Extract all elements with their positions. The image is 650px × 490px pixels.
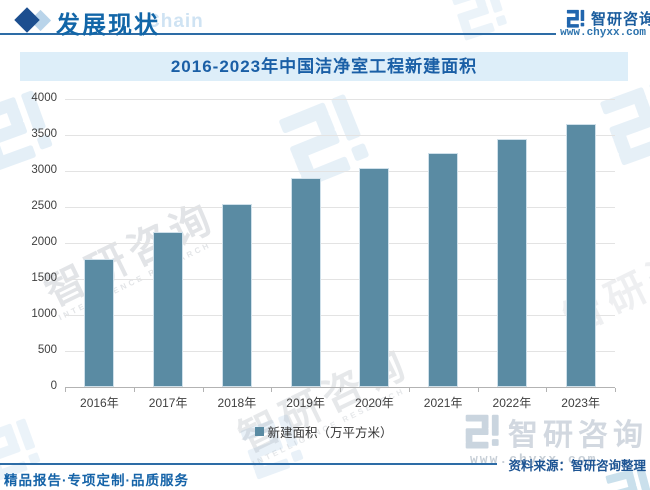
x-axis-tick (202, 388, 204, 392)
x-axis-tick (65, 388, 66, 392)
y-tick-label: 0 (50, 380, 57, 392)
brand-logo-icon (566, 9, 586, 29)
header-divider (0, 33, 556, 35)
x-axis-tick (340, 388, 341, 392)
y-tick-label: 3000 (31, 164, 57, 176)
bar (428, 153, 459, 387)
y-tick-label: 1000 (31, 308, 57, 320)
y-tick-label: 4000 (31, 92, 57, 104)
x-tick-label: 2020年 (355, 396, 394, 410)
y-tick-label: 1500 (31, 272, 57, 284)
x-axis-tick (477, 388, 479, 392)
y-tick-label: 500 (37, 344, 57, 356)
x-tick-label: 2023年 (561, 396, 600, 410)
bar (565, 124, 596, 387)
brand-lockup: 智研咨询 (566, 8, 650, 29)
x-tick-label: 2019年 (286, 396, 325, 410)
gridline (65, 207, 615, 208)
brand-watermark-icon (448, 0, 514, 45)
bar (221, 204, 252, 387)
bar-chart-plot-area: 0 500 1000 1500 2000 2500 3000 3500 4000 2016年 201… (31, 92, 616, 410)
x-axis-tick (408, 388, 410, 392)
y-tick-label: 2000 (31, 236, 57, 248)
x-tick-label: 2021年 (423, 396, 463, 410)
footer-tagline: 精品报告·专项定制·品质服务 (4, 473, 189, 488)
section-title: 发展现状 (56, 12, 160, 39)
gridline (65, 135, 615, 136)
legend-label: 新建面积（万平方米） (267, 426, 393, 440)
chain-watermark-text: Chain (146, 11, 204, 32)
data-source-label: 资料来源：智研咨询整理 (508, 459, 646, 473)
bar (153, 232, 184, 387)
x-axis-tick (615, 388, 616, 392)
gridline (65, 315, 615, 316)
y-tick-label: 2500 (31, 200, 57, 212)
chart-title: 2016-2023年中国洁净室工程新建面积 (170, 57, 478, 76)
x-tick-label: 2022年 (492, 396, 532, 410)
bar (496, 138, 527, 387)
x-axis-line (65, 387, 615, 388)
y-tick-label: 3500 (31, 128, 57, 140)
brand-url: www.chyxx.com (560, 27, 646, 39)
footer-divider (0, 463, 497, 465)
brand-name: 智研咨询 (591, 11, 650, 28)
chart-legend: 新建面积（万平方米） (20, 422, 628, 441)
brand-watermark-icon (237, 410, 311, 484)
chart-title-band: 2016-2023年中国洁净室工程新建面积 (20, 52, 628, 81)
x-tick-label: 2018年 (217, 396, 257, 410)
gridline (65, 171, 615, 172)
x-axis-tick (271, 388, 273, 392)
x-tick-label: 2016年 (80, 396, 119, 410)
header-diamond-dark-icon (14, 7, 40, 33)
legend-swatch (255, 427, 265, 436)
x-axis-tick (133, 388, 135, 392)
gridline (65, 351, 615, 352)
x-tick-label: 2017年 (148, 396, 188, 410)
gridline (65, 243, 615, 244)
x-axis-tick (546, 388, 548, 392)
gridline (65, 99, 615, 100)
gridline (65, 279, 615, 280)
bar (359, 168, 390, 387)
bar (84, 258, 115, 387)
bar (290, 178, 321, 387)
